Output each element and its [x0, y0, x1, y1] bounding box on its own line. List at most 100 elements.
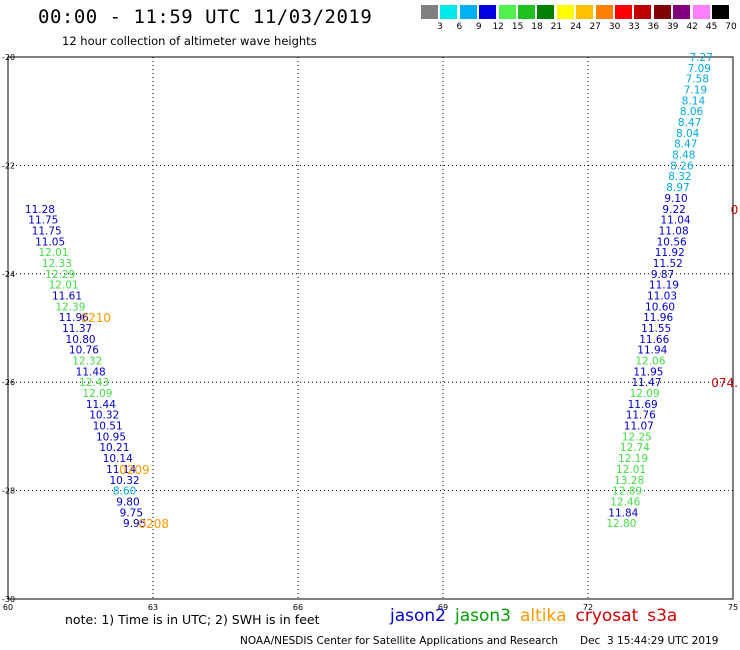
wave-height-label: 10.80 — [66, 334, 96, 346]
wave-height-label: 11.52 — [653, 258, 683, 270]
wave-height-label: 11.55 — [641, 323, 671, 335]
y-tick-label: -30 — [2, 595, 15, 604]
y-tick-label: -28 — [2, 487, 15, 496]
scale-swatch — [712, 5, 729, 19]
scale-label: 6 — [456, 22, 463, 32]
satellite-legend: jason2 jason3 altika cryosat s3a — [390, 606, 686, 626]
wave-height-label: 8.60 — [113, 486, 136, 498]
wave-height-label: 11.37 — [62, 323, 92, 335]
wave-height-label: 11.66 — [639, 334, 669, 346]
scale-label: 30 — [608, 22, 621, 32]
scale-label: 39 — [667, 22, 679, 32]
scale-swatch — [556, 5, 574, 19]
wave-height-label: 12.06 — [635, 356, 665, 368]
wave-height-label: 11.03 — [647, 290, 677, 302]
wave-height-label: 11.75 — [28, 215, 58, 227]
wave-height-label: 11.28 — [25, 204, 55, 216]
x-tick-label: 75 — [728, 603, 738, 612]
scale-swatch — [537, 5, 555, 19]
wave-height-label: 11.08 — [659, 225, 689, 237]
scale-label: 21 — [550, 22, 563, 32]
wave-height-label: 11.61 — [52, 290, 82, 302]
wave-height-label: 9.87 — [651, 269, 674, 281]
credit-text: NOAA/NESDIS Center for Satellite Applica… — [240, 635, 558, 647]
scale-label: 42 — [686, 22, 698, 32]
scale-swatch — [615, 5, 632, 19]
wave-height-label: 11.48 — [76, 366, 106, 378]
scale-swatch — [421, 5, 438, 19]
x-tick-label: 69 — [438, 603, 448, 612]
wave-height-label: 11.96 — [59, 312, 89, 324]
wave-height-label: 12.33 — [42, 258, 72, 270]
wave-height-label: 11.07 — [624, 421, 654, 433]
wave-height-label: 11.94 — [637, 345, 667, 357]
wave-height-label: 8.06 — [680, 106, 704, 118]
wave-height-label: 12.01 — [49, 280, 79, 292]
wave-height-label: 9.80 — [116, 496, 139, 508]
wave-height-label: 7.27 — [690, 52, 713, 64]
wave-height-label: 8.14 — [682, 95, 706, 107]
wave-height-label: 12.09 — [82, 388, 112, 400]
legend-entry: cryosat — [575, 606, 639, 626]
time-label: 074. — [711, 376, 738, 390]
scale-swatch — [653, 5, 671, 19]
wave-height-label: 9.10 — [664, 193, 687, 205]
wave-height-label: 11.69 — [628, 399, 658, 411]
wave-height-label: 8.26 — [670, 160, 694, 172]
scale-label: 15 — [511, 22, 524, 32]
wave-height-label: 8.04 — [676, 128, 700, 140]
x-tick-label: 63 — [148, 603, 158, 612]
footer-note: note: 1) Time is in UTC; 2) SWH is in fe… — [65, 612, 320, 627]
wave-height-label: 12.74 — [620, 442, 650, 454]
wave-height-label: 10.14 — [103, 453, 133, 465]
scale-swatch — [440, 5, 458, 19]
wave-height-label: 9.95 — [123, 518, 146, 530]
wave-height-label: 11.47 — [632, 377, 662, 389]
legend-entry: jason2 — [390, 606, 446, 626]
wave-height-label: 10.76 — [69, 345, 99, 357]
wave-height-label: 11.76 — [626, 410, 656, 422]
wave-height-label: 8.47 — [678, 117, 701, 129]
scale-swatch — [518, 5, 535, 19]
wave-height-label: 7.09 — [688, 63, 711, 75]
wave-height-label: 12.09 — [630, 388, 660, 400]
wave-height-label: 13.28 — [614, 475, 644, 487]
scale-label: 45 — [705, 22, 718, 32]
scale-label: 12 — [492, 22, 504, 32]
legend-entry: s3a — [647, 606, 678, 626]
generated-timestamp: Dec 3 15:44:29 UTC 2019 — [580, 635, 719, 647]
wave-height-label: 11.04 — [661, 215, 691, 227]
wave-height-label: 11.95 — [633, 366, 663, 378]
wave-height-label: 12.01 — [616, 464, 646, 476]
wave-height-label: 8.32 — [668, 171, 691, 183]
scale-swatch — [576, 5, 594, 19]
wave-height-label: 12.89 — [612, 486, 642, 498]
time-label: 0 — [731, 203, 739, 217]
wave-height-label: 7.58 — [686, 74, 709, 86]
wave-height-label: 11.19 — [649, 280, 679, 292]
scale-swatch — [634, 5, 652, 19]
wave-height-label: 8.48 — [672, 150, 695, 162]
y-tick-label: -22 — [2, 161, 15, 170]
x-tick-label: 60 — [3, 603, 13, 612]
wave-height-label: 12.80 — [606, 518, 636, 530]
y-tick-label: -24 — [2, 270, 15, 279]
wave-height-label: 12.01 — [38, 247, 68, 259]
wave-height-label: 11.84 — [608, 507, 638, 519]
credit-line: NOAA/NESDIS Center for Satellite Applica… — [240, 635, 718, 647]
wave-height-label: 10.51 — [93, 421, 123, 433]
scale-swatch — [692, 5, 710, 19]
wave-height-label: 10.32 — [110, 475, 140, 487]
wave-height-label: 10.56 — [657, 236, 687, 248]
time-label: 0209 — [119, 463, 150, 477]
wave-height-label: 9.75 — [120, 507, 143, 519]
time-label: 0208 — [139, 517, 170, 531]
wave-height-label: 10.95 — [96, 431, 126, 443]
legend-entry: jason3 — [455, 606, 511, 626]
wave-height-label: 12.19 — [618, 453, 648, 465]
wave-height-label: 8.47 — [674, 139, 697, 151]
plot-frame — [7, 56, 734, 600]
scale-swatch — [498, 5, 516, 19]
wave-height-label: 12.39 — [55, 301, 85, 313]
wave-height-label: 8.97 — [666, 182, 689, 194]
